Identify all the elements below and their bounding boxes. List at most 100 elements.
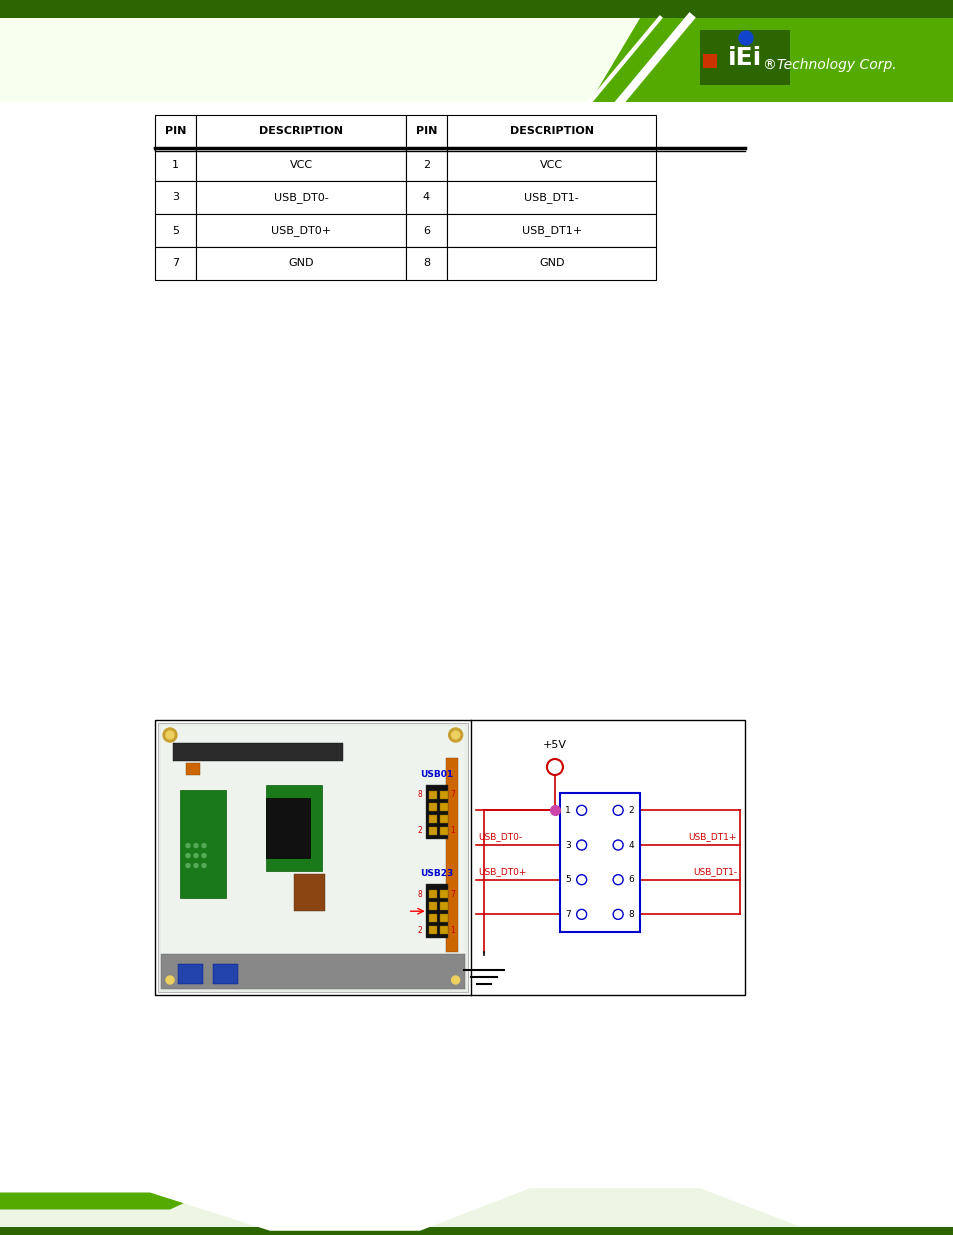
Bar — [0, 0, 953, 19]
Text: 2: 2 — [417, 926, 422, 935]
Bar — [428, 790, 436, 799]
Bar — [154, 182, 196, 214]
Bar — [0, 0, 953, 103]
Bar — [0, 1150, 953, 1235]
Bar — [428, 914, 436, 923]
Text: 1: 1 — [565, 805, 571, 815]
Bar — [196, 214, 405, 247]
Bar — [178, 965, 203, 984]
Text: 1: 1 — [172, 159, 179, 169]
Bar — [0, 1228, 953, 1235]
Text: ®Technology Corp.: ®Technology Corp. — [762, 58, 896, 72]
Text: 6: 6 — [422, 226, 430, 236]
Text: USB_DT0+: USB_DT0+ — [478, 867, 526, 876]
Text: 7: 7 — [172, 258, 179, 268]
Bar — [266, 798, 310, 857]
Text: +5V: +5V — [542, 740, 566, 750]
Text: GND: GND — [288, 258, 314, 268]
Text: 3: 3 — [565, 841, 571, 850]
Text: USB_DT0-: USB_DT0- — [478, 832, 522, 841]
Circle shape — [202, 863, 206, 867]
Bar — [439, 790, 447, 799]
Text: iEi: iEi — [727, 46, 761, 70]
Bar — [447, 247, 656, 280]
Circle shape — [613, 874, 622, 884]
Text: DESCRIPTION: DESCRIPTION — [259, 126, 343, 137]
Circle shape — [576, 805, 586, 815]
Circle shape — [193, 853, 198, 857]
Bar — [405, 115, 447, 148]
Text: USB_DT1+: USB_DT1+ — [521, 225, 581, 236]
Bar — [439, 903, 447, 910]
Circle shape — [193, 844, 198, 847]
Text: 6: 6 — [628, 876, 634, 884]
Bar — [213, 965, 237, 984]
Bar — [154, 115, 196, 148]
Bar — [445, 758, 457, 952]
Bar — [158, 722, 467, 992]
Circle shape — [186, 853, 190, 857]
Text: VCC: VCC — [289, 159, 313, 169]
Bar — [702, 54, 717, 68]
Bar — [428, 926, 436, 934]
Bar — [161, 953, 464, 989]
Circle shape — [576, 874, 586, 884]
Circle shape — [451, 976, 459, 984]
Bar — [266, 785, 322, 871]
Bar — [180, 790, 226, 898]
Circle shape — [163, 973, 177, 987]
Text: 3: 3 — [172, 193, 179, 203]
Bar — [425, 784, 447, 839]
Circle shape — [546, 760, 562, 776]
Bar — [428, 826, 436, 835]
Bar — [439, 815, 447, 823]
Bar — [439, 914, 447, 923]
Bar — [447, 214, 656, 247]
Text: 1: 1 — [450, 826, 455, 835]
Bar — [196, 148, 405, 182]
Circle shape — [166, 976, 173, 984]
Bar — [700, 30, 789, 85]
Circle shape — [163, 727, 177, 742]
Bar — [154, 148, 196, 182]
Circle shape — [448, 727, 462, 742]
Bar — [161, 726, 464, 989]
Bar — [405, 214, 447, 247]
Bar — [447, 148, 656, 182]
Circle shape — [166, 731, 173, 739]
Bar — [439, 890, 447, 898]
Text: PIN: PIN — [416, 126, 436, 137]
Text: USB_DT0-: USB_DT0- — [274, 193, 328, 203]
Text: USB23: USB23 — [419, 869, 453, 878]
Bar — [154, 720, 744, 995]
Text: 4: 4 — [628, 841, 634, 850]
Circle shape — [193, 863, 198, 867]
Polygon shape — [0, 1150, 953, 1231]
Circle shape — [576, 909, 586, 919]
Circle shape — [202, 844, 206, 847]
Bar — [196, 115, 405, 148]
Text: PIN: PIN — [165, 126, 186, 137]
Text: 1: 1 — [450, 926, 455, 935]
Bar — [428, 803, 436, 810]
Bar — [447, 115, 656, 148]
Bar — [405, 182, 447, 214]
Text: 5: 5 — [172, 226, 179, 236]
Bar — [447, 182, 656, 214]
Circle shape — [613, 840, 622, 850]
Circle shape — [613, 909, 622, 919]
Circle shape — [186, 863, 190, 867]
Bar — [428, 815, 436, 823]
Text: 2: 2 — [422, 159, 430, 169]
Text: 7: 7 — [450, 790, 455, 799]
Polygon shape — [0, 1150, 953, 1228]
Text: GND: GND — [538, 258, 564, 268]
Text: 7: 7 — [565, 910, 571, 919]
Text: 8: 8 — [422, 258, 430, 268]
Circle shape — [202, 853, 206, 857]
Text: VCC: VCC — [539, 159, 563, 169]
Bar — [186, 763, 200, 776]
Bar — [405, 247, 447, 280]
Text: USB_DT1+: USB_DT1+ — [688, 832, 737, 841]
Text: USB01: USB01 — [419, 769, 453, 779]
